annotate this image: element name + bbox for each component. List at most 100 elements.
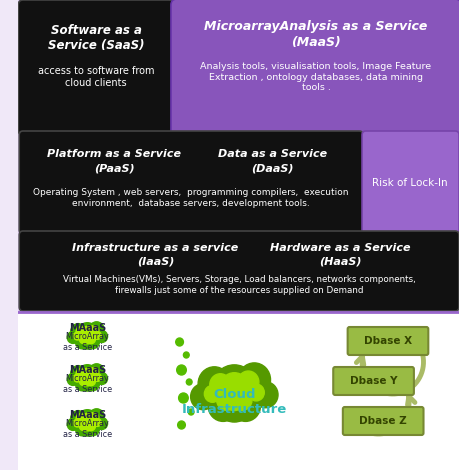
Circle shape [79, 334, 88, 344]
Circle shape [89, 326, 99, 336]
Circle shape [71, 411, 85, 426]
Circle shape [94, 419, 101, 426]
Text: (HaaS): (HaaS) [318, 256, 360, 266]
FancyBboxPatch shape [19, 131, 362, 234]
Circle shape [86, 376, 95, 386]
Text: Dbase Z: Dbase Z [358, 416, 406, 426]
Circle shape [89, 368, 99, 378]
Circle shape [85, 376, 99, 391]
FancyBboxPatch shape [342, 407, 423, 435]
Circle shape [188, 409, 194, 415]
Circle shape [85, 334, 99, 349]
Text: (IaaS): (IaaS) [137, 256, 174, 266]
Text: Virtual Machines(VMs), Servers, Storage, Load balancers, networks components,
fi: Virtual Machines(VMs), Servers, Storage,… [62, 275, 414, 295]
Text: Data as a Service: Data as a Service [218, 149, 327, 159]
Circle shape [237, 371, 258, 393]
Circle shape [94, 374, 101, 381]
Circle shape [81, 373, 93, 386]
Circle shape [86, 334, 95, 344]
Circle shape [85, 422, 99, 436]
Circle shape [209, 374, 230, 396]
Circle shape [80, 413, 94, 427]
Circle shape [89, 409, 104, 424]
Circle shape [79, 421, 88, 431]
Text: MicroarrayAnalysis as a Service: MicroarrayAnalysis as a Service [204, 19, 427, 32]
Circle shape [77, 323, 98, 345]
Text: MicroArray
as a Service: MicroArray as a Service [63, 332, 112, 352]
FancyBboxPatch shape [18, 0, 174, 135]
FancyBboxPatch shape [19, 231, 458, 311]
Text: Service (SaaS): Service (SaaS) [48, 39, 144, 52]
Circle shape [75, 376, 89, 391]
Text: Software as a: Software as a [50, 24, 141, 37]
Circle shape [177, 421, 185, 429]
Circle shape [247, 384, 264, 401]
Circle shape [96, 373, 107, 384]
Text: MAaaS: MAaaS [68, 323, 106, 333]
Text: MicroArray
as a Service: MicroArray as a Service [63, 419, 112, 439]
Text: Infrastructure as a service: Infrastructure as a service [73, 243, 238, 253]
Text: Hardware as a Service: Hardware as a Service [269, 243, 409, 253]
Text: Risk of Lock-In: Risk of Lock-In [371, 178, 447, 188]
Circle shape [77, 410, 98, 431]
Circle shape [176, 365, 186, 375]
Text: Analysis tools, visualisation tools, Image Feature
Extraction , ontology databas: Analysis tools, visualisation tools, Ima… [200, 62, 431, 92]
Circle shape [238, 363, 270, 397]
Circle shape [67, 418, 78, 431]
Circle shape [80, 368, 94, 383]
Circle shape [96, 330, 107, 343]
Text: (MaaS): (MaaS) [291, 36, 340, 48]
Circle shape [89, 413, 99, 423]
Circle shape [78, 330, 96, 349]
Circle shape [252, 382, 277, 408]
Circle shape [73, 374, 81, 382]
Circle shape [183, 352, 189, 358]
Circle shape [81, 331, 93, 344]
Text: (DaaS): (DaaS) [251, 163, 293, 173]
Circle shape [178, 393, 188, 403]
Circle shape [94, 331, 101, 339]
FancyBboxPatch shape [361, 131, 458, 234]
Circle shape [71, 324, 85, 339]
Circle shape [73, 419, 81, 427]
Circle shape [71, 366, 85, 381]
Circle shape [77, 365, 98, 386]
Circle shape [67, 373, 78, 385]
Text: MicroArray
as a Service: MicroArray as a Service [63, 374, 112, 394]
FancyBboxPatch shape [18, 312, 459, 470]
FancyBboxPatch shape [171, 0, 459, 141]
Text: Dbase Y: Dbase Y [349, 376, 397, 386]
Circle shape [216, 390, 235, 410]
Circle shape [89, 364, 104, 379]
Circle shape [78, 372, 96, 391]
Circle shape [75, 334, 89, 349]
Circle shape [89, 322, 104, 337]
Circle shape [230, 390, 260, 422]
Circle shape [73, 332, 81, 340]
Circle shape [80, 326, 94, 340]
Text: (PaaS): (PaaS) [94, 163, 134, 173]
Text: MAaaS: MAaaS [68, 410, 106, 420]
FancyBboxPatch shape [18, 0, 459, 312]
Circle shape [96, 417, 107, 430]
Circle shape [75, 422, 89, 436]
Text: Cloud
Infrastructure: Cloud Infrastructure [181, 388, 286, 416]
Circle shape [232, 390, 252, 410]
Text: access to software from
cloud clients: access to software from cloud clients [38, 66, 154, 88]
Circle shape [214, 380, 254, 422]
Circle shape [204, 385, 220, 402]
Text: Platform as a Service: Platform as a Service [47, 149, 181, 159]
FancyBboxPatch shape [332, 367, 413, 395]
Circle shape [212, 365, 256, 412]
Circle shape [198, 367, 230, 400]
Circle shape [186, 379, 192, 385]
Text: Dbase X: Dbase X [363, 336, 411, 346]
Circle shape [76, 369, 86, 379]
Circle shape [221, 384, 247, 411]
Circle shape [76, 327, 86, 337]
Circle shape [81, 418, 93, 431]
Circle shape [78, 417, 96, 436]
Circle shape [190, 384, 215, 410]
FancyBboxPatch shape [347, 327, 427, 355]
Circle shape [207, 390, 238, 422]
